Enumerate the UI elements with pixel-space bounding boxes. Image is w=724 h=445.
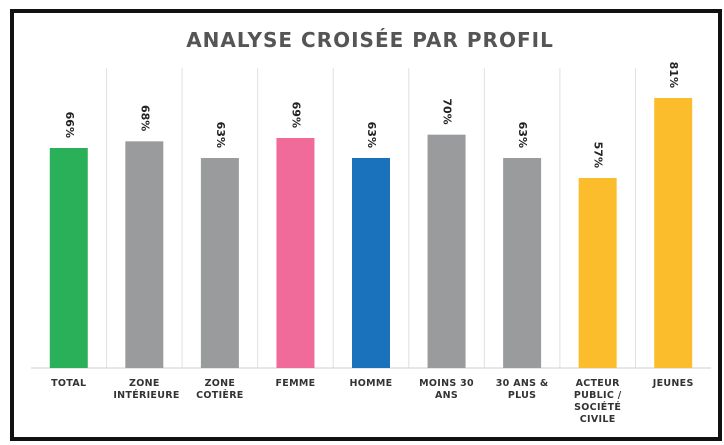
bar bbox=[352, 158, 390, 368]
bar bbox=[276, 138, 315, 368]
bar bbox=[654, 98, 693, 368]
bar bbox=[200, 158, 239, 368]
bar bbox=[49, 148, 88, 368]
x-tick-label: JEUNES bbox=[652, 378, 694, 389]
x-tick-label: TOTAL bbox=[51, 378, 87, 389]
x-tick-label: ZONE COTIÈRE bbox=[196, 378, 244, 401]
data-label: 68% bbox=[138, 105, 151, 131]
frame bbox=[10, 9, 722, 441]
bar bbox=[578, 178, 617, 368]
x-tick-label: HOMME bbox=[349, 378, 393, 389]
data-label: 57% bbox=[592, 142, 605, 168]
x-tick-label: ACTEUR PUBLIC / SOCIÉTÉ CIVILE bbox=[573, 378, 622, 425]
x-tick-label: 30 ANS & PLUS bbox=[495, 378, 549, 401]
data-label: 63% bbox=[365, 122, 378, 148]
x-tick-label: ZONE INTÉRIEURE bbox=[113, 378, 180, 401]
data-label: 81% bbox=[667, 62, 680, 88]
data-label: 69% bbox=[289, 102, 302, 128]
chart-title: ANALYSE CROISÉE PAR PROFIL bbox=[186, 28, 554, 52]
data-label: 70% bbox=[441, 98, 454, 124]
bar bbox=[125, 141, 164, 368]
data-label: 63% bbox=[214, 122, 227, 148]
x-tick-label: FEMME bbox=[275, 378, 316, 389]
x-tick-label: MOINS 30 ANS bbox=[419, 378, 474, 401]
bar bbox=[427, 134, 466, 368]
data-label: 66% bbox=[63, 112, 76, 138]
data-label: 63% bbox=[516, 122, 529, 148]
bar bbox=[503, 158, 542, 368]
